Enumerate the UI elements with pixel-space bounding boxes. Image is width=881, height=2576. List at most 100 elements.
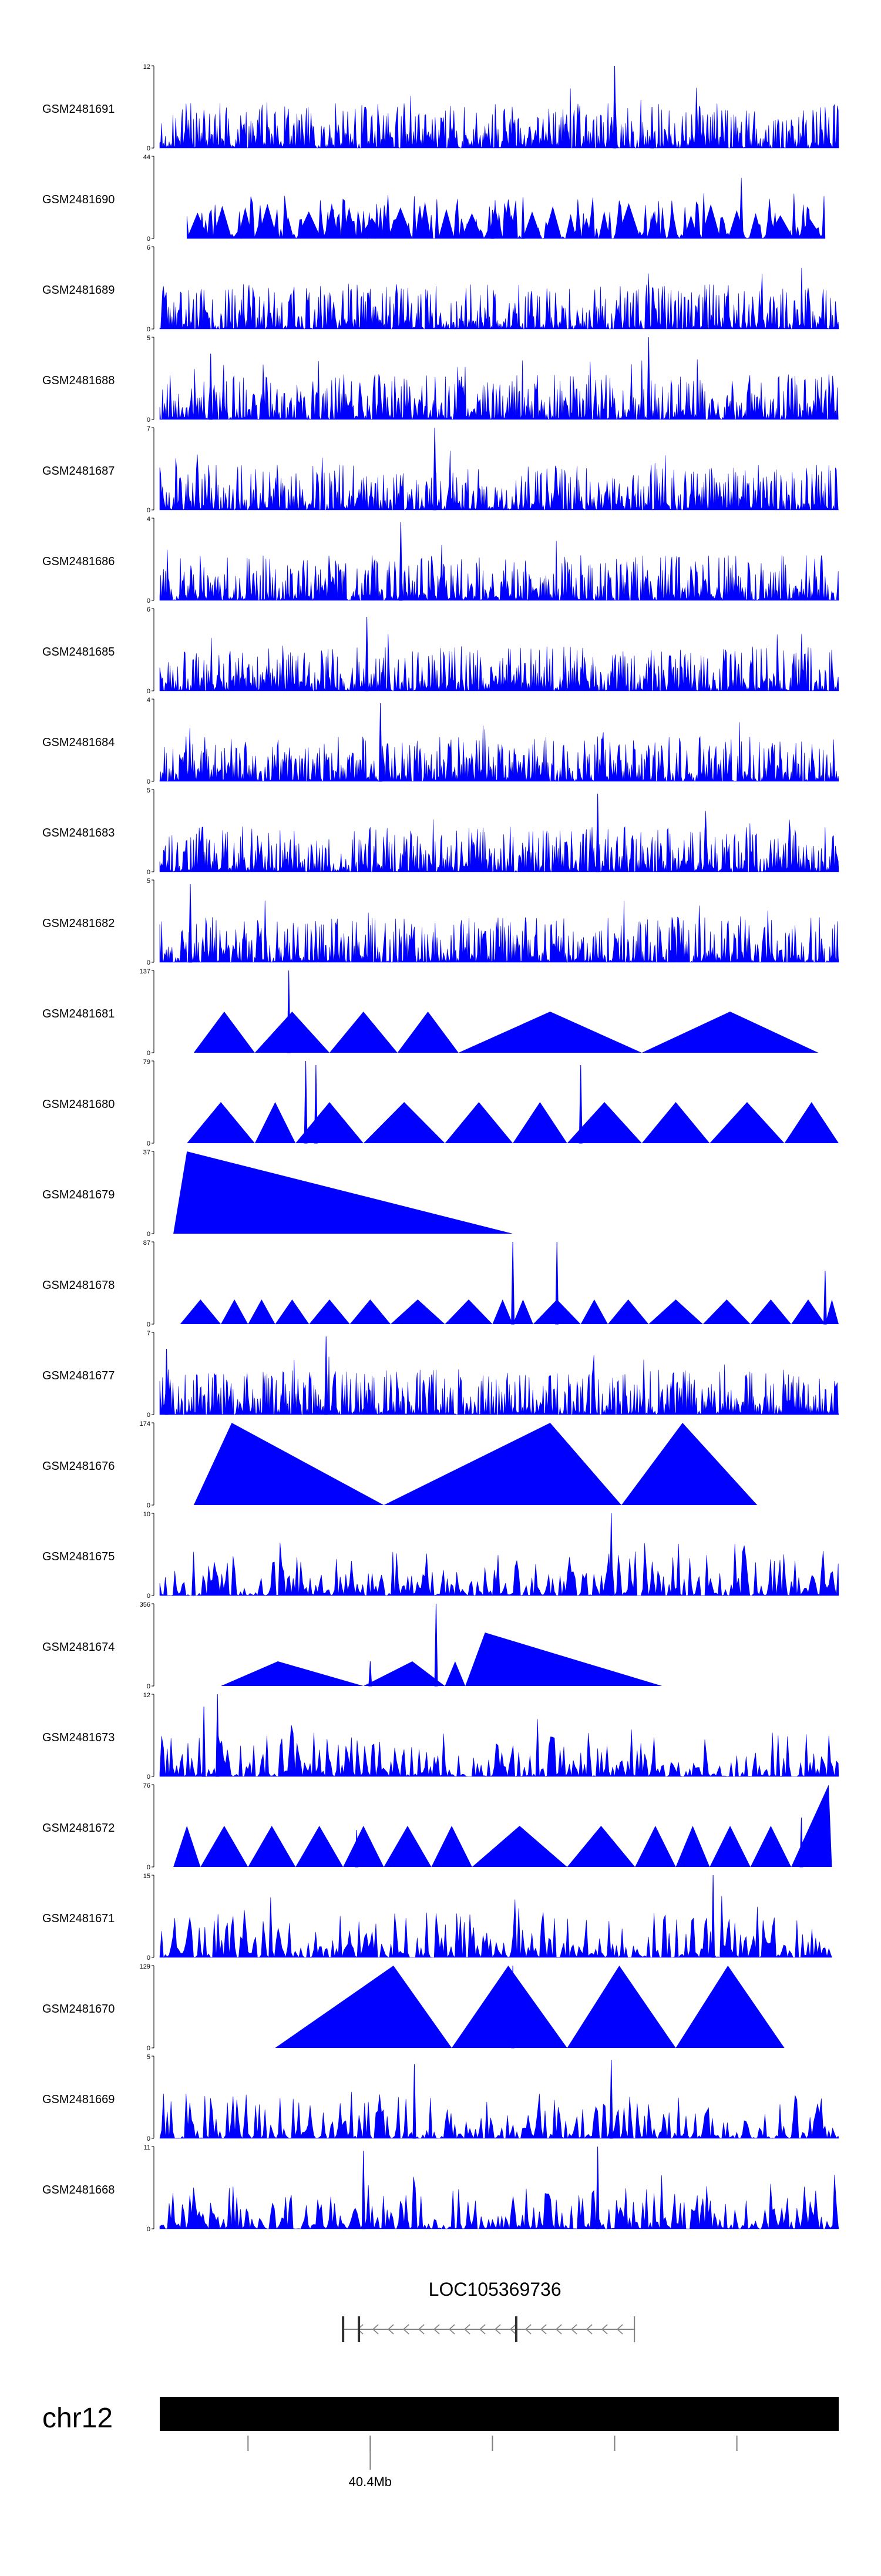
signal-peak	[490, 209, 495, 239]
signal-triangle	[237, 207, 253, 239]
gene-name-label: LOC105369736	[429, 2279, 561, 2300]
signal-triangle	[825, 1299, 839, 1324]
y-max-tick-label: 5	[147, 2054, 150, 2061]
track-label: GSM2481678	[42, 1279, 115, 1292]
signal-triangle	[543, 206, 562, 239]
y-max-tick-label: 4	[147, 697, 150, 704]
track-gsm2481677: GSM2481677 7 0	[42, 1330, 839, 1419]
signal-triangle	[295, 1102, 364, 1143]
signal-triangle	[709, 1102, 785, 1143]
y-min-tick-label: 0	[147, 1321, 150, 1328]
track-gsm2481691: GSM2481691 12 0	[42, 63, 839, 152]
gene-exon	[515, 2316, 517, 2342]
signal-triangle	[598, 211, 610, 239]
signal-area	[159, 2175, 839, 2230]
signal-triangle	[702, 1299, 751, 1324]
signal-triangle	[445, 1299, 493, 1324]
signal-triangle	[349, 1299, 391, 1324]
signal-triangle	[257, 203, 277, 239]
signal-triangle	[419, 201, 431, 239]
y-min-tick-label: 0	[147, 688, 150, 695]
signal-area	[159, 267, 839, 330]
signal-peak	[823, 1270, 827, 1325]
signal-triangle	[384, 1826, 432, 1867]
signal-peak	[355, 1829, 359, 1868]
signal-peak	[579, 1064, 583, 1144]
strand-arrow-icon	[387, 2324, 394, 2335]
signal-triangle	[750, 1826, 792, 1867]
track-gsm2481668: GSM2481668 11 0	[42, 2144, 839, 2233]
y-min-tick-label: 0	[147, 1774, 150, 1781]
y-max-tick-label: 87	[143, 1240, 150, 1247]
signal-area	[159, 540, 839, 602]
y-max-tick-label: 356	[140, 1601, 150, 1608]
signal-triangle	[567, 1102, 642, 1143]
strand-arrow-icon	[372, 2324, 379, 2335]
strand-arrow-icon	[616, 2324, 623, 2335]
track-label: GSM2481669	[42, 2093, 115, 2106]
signal-triangle	[749, 213, 763, 239]
track-gsm2481686: GSM2481686 4 0	[42, 516, 839, 604]
signal-triangle	[784, 1102, 839, 1143]
signal-triangle	[200, 1826, 248, 1867]
track-gsm2481689: GSM2481689 6 0	[42, 244, 839, 333]
y-min-tick-label: 0	[147, 1231, 150, 1238]
y-max-tick-label: 4	[147, 516, 150, 523]
gene-exon	[342, 2316, 345, 2342]
track-label: GSM2481686	[42, 555, 115, 568]
signal-triangle	[187, 212, 209, 239]
signal-triangle	[445, 1661, 466, 1686]
track-gsm2481678: GSM2481678 87 0	[42, 1240, 839, 1328]
signal-peak	[216, 1694, 220, 1777]
strand-arrow-icon	[524, 2324, 532, 2335]
strand-arrow-icon	[433, 2324, 440, 2335]
y-min-tick-label: 0	[147, 507, 150, 514]
signal-peak	[399, 522, 403, 601]
y-max-tick-label: 10	[143, 1511, 150, 1518]
track-gsm2481669: GSM2481669 5 0	[42, 2054, 839, 2142]
y-min-tick-label: 0	[147, 869, 150, 876]
signal-triangle	[388, 207, 413, 239]
signal-triangle	[296, 211, 321, 239]
signal-triangle	[581, 217, 592, 239]
y-max-tick-label: 137	[140, 968, 150, 975]
y-min-tick-label: 0	[147, 1412, 150, 1419]
y-min-tick-label: 0	[147, 2045, 150, 2052]
signal-triangle	[384, 1423, 622, 1505]
coordinate-tick-label: 40.4Mb	[349, 2474, 392, 2489]
signal-triangle	[180, 1299, 221, 1324]
signal-triangle	[359, 217, 385, 239]
y-max-tick-label: 7	[147, 1330, 150, 1337]
y-min-tick-label: 0	[147, 1502, 150, 1509]
signal-area	[159, 1896, 832, 1958]
y-max-tick-label: 7	[147, 425, 150, 432]
signal-triangle	[254, 1012, 329, 1053]
track-gsm2481688: GSM2481688 5 0	[42, 335, 839, 424]
signal-area	[159, 88, 839, 149]
strand-arrow-icon	[555, 2324, 562, 2335]
signal-peak	[368, 1661, 372, 1687]
signal-triangle	[452, 1966, 567, 2048]
signal-peak	[647, 337, 651, 420]
track-label: GSM2481690	[42, 193, 115, 206]
strand-arrow-icon	[586, 2324, 593, 2335]
signal-area	[159, 1542, 839, 1596]
track-label: GSM2481687	[42, 465, 115, 478]
track-label: GSM2481681	[42, 1007, 115, 1020]
signal-triangle	[728, 210, 746, 239]
signal-peak	[711, 1875, 715, 1958]
y-min-tick-label: 0	[147, 597, 150, 604]
signal-triangle	[363, 1102, 445, 1143]
signal-triangle	[363, 1661, 445, 1686]
signal-triangle	[621, 1423, 758, 1505]
track-gsm2481674: GSM2481674 356 0	[42, 1601, 663, 1690]
track-gsm2481680: GSM2481680 79 0	[42, 1059, 839, 1147]
signal-triangle	[580, 1299, 608, 1324]
signal-area	[159, 359, 839, 421]
signal-peak	[433, 427, 437, 511]
signal-triangle	[221, 1661, 364, 1686]
chromosome-ideogram: chr12 40.4Mb	[42, 2397, 839, 2489]
signal-peak	[361, 2150, 365, 2229]
y-max-tick-label: 129	[140, 1963, 150, 1970]
track-gsm2481682: GSM2481682 5 0	[42, 878, 839, 966]
